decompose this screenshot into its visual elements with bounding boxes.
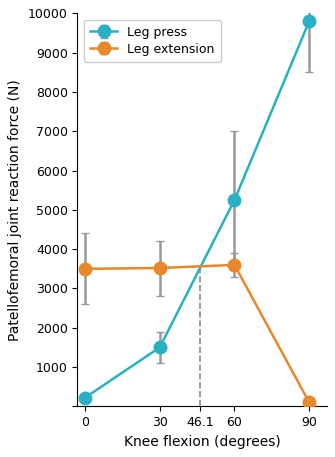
X-axis label: Knee flexion (degrees): Knee flexion (degrees) xyxy=(124,435,280,449)
Legend: Leg press, Leg extension: Leg press, Leg extension xyxy=(84,20,221,62)
Y-axis label: Patellofemoral joint reaction force (N): Patellofemoral joint reaction force (N) xyxy=(8,79,22,341)
